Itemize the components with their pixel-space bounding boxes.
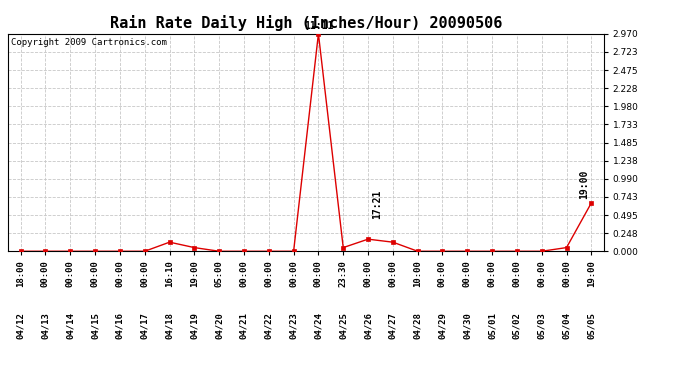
Title: Rain Rate Daily High (Inches/Hour) 20090506: Rain Rate Daily High (Inches/Hour) 20090…: [110, 15, 502, 31]
Text: 04/24: 04/24: [314, 312, 323, 339]
Text: 00:00: 00:00: [90, 260, 99, 287]
Text: 04/19: 04/19: [190, 312, 199, 339]
Text: 19:00: 19:00: [586, 260, 596, 287]
Text: 04/23: 04/23: [289, 312, 298, 339]
Text: 00:00: 00:00: [562, 260, 571, 287]
Text: 10:00: 10:00: [413, 260, 422, 287]
Text: 04/12: 04/12: [16, 312, 26, 339]
Text: 19:00: 19:00: [579, 170, 589, 199]
Text: 05/01: 05/01: [488, 312, 497, 339]
Text: 04/28: 04/28: [413, 312, 422, 339]
Text: 04/29: 04/29: [438, 312, 447, 339]
Text: 05/03: 05/03: [538, 312, 546, 339]
Text: 05/04: 05/04: [562, 312, 571, 339]
Text: 04/14: 04/14: [66, 312, 75, 339]
Text: 00:00: 00:00: [264, 260, 273, 287]
Text: 04/16: 04/16: [115, 312, 124, 339]
Text: 17:21: 17:21: [372, 189, 382, 219]
Text: 04/13: 04/13: [41, 312, 50, 339]
Text: 04/30: 04/30: [463, 312, 472, 339]
Text: 04/25: 04/25: [339, 312, 348, 339]
Text: 00:00: 00:00: [513, 260, 522, 287]
Text: 00:00: 00:00: [364, 260, 373, 287]
Text: 05/05: 05/05: [586, 312, 596, 339]
Text: 04/22: 04/22: [264, 312, 273, 339]
Text: 04/17: 04/17: [140, 312, 149, 339]
Text: 23:30: 23:30: [339, 260, 348, 287]
Text: 18:00: 18:00: [16, 260, 26, 287]
Text: 00:00: 00:00: [388, 260, 397, 287]
Text: 00:00: 00:00: [488, 260, 497, 287]
Text: 00:00: 00:00: [239, 260, 248, 287]
Text: 00:00: 00:00: [314, 260, 323, 287]
Text: 00:00: 00:00: [66, 260, 75, 287]
Text: 00:00: 00:00: [538, 260, 546, 287]
Text: 11:11: 11:11: [304, 21, 333, 31]
Text: 04/26: 04/26: [364, 312, 373, 339]
Text: 04/21: 04/21: [239, 312, 248, 339]
Text: 00:00: 00:00: [438, 260, 447, 287]
Text: 05:00: 05:00: [215, 260, 224, 287]
Text: 04/15: 04/15: [90, 312, 99, 339]
Text: 16:10: 16:10: [165, 260, 174, 287]
Text: 00:00: 00:00: [289, 260, 298, 287]
Text: 05/02: 05/02: [513, 312, 522, 339]
Text: 00:00: 00:00: [115, 260, 124, 287]
Text: 04/20: 04/20: [215, 312, 224, 339]
Text: 00:00: 00:00: [463, 260, 472, 287]
Text: 19:00: 19:00: [190, 260, 199, 287]
Text: 04/18: 04/18: [165, 312, 174, 339]
Text: Copyright 2009 Cartronics.com: Copyright 2009 Cartronics.com: [11, 38, 167, 47]
Text: 00:00: 00:00: [140, 260, 149, 287]
Text: 00:00: 00:00: [41, 260, 50, 287]
Text: 04/27: 04/27: [388, 312, 397, 339]
